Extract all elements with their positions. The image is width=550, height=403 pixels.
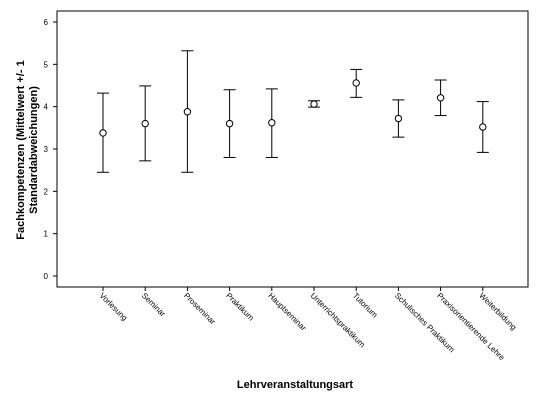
y-tick-label-1: 1 (44, 230, 49, 239)
plot-frame (56, 10, 529, 288)
x-axis: Vorlesung Seminar Proseminar Praktikum Haupt… (98, 287, 518, 363)
error-bars (97, 50, 489, 173)
y-tick-label-6: 6 (44, 18, 49, 27)
mean-marker (225, 119, 234, 128)
x-category-label: Tutorium (351, 291, 380, 320)
mean-marker (99, 129, 107, 137)
y-axis-title-line2: Standardabweichungen) (28, 86, 40, 214)
x-category-label: Hauptseminar (266, 291, 308, 333)
y-axis: 0 1 2 3 4 5 6 (44, 18, 57, 281)
mean-marker (352, 79, 360, 87)
x-axis-title: Lehrveranstaltungsart (237, 379, 353, 391)
y-tick-label-3: 3 (44, 145, 49, 154)
y-tick-label-4: 4 (44, 103, 49, 112)
mean-marker (479, 123, 487, 131)
x-category-label: Seminar (140, 291, 168, 319)
x-category-label: Proseminar (182, 291, 218, 327)
y-tick-label-0: 0 (44, 272, 49, 281)
x-category-label: Vorlesung (98, 291, 130, 323)
y-axis-title-line1: Fachkompetenzen (Mittelwert +/- 1 (15, 60, 27, 239)
mean-marker (268, 119, 276, 127)
y-tick-label-2: 2 (44, 187, 49, 196)
y-tick-label-5: 5 (44, 60, 49, 69)
mean-marker (310, 100, 318, 108)
mean-marker (141, 119, 149, 128)
mean-marker (183, 108, 192, 116)
plot-border (56, 10, 529, 288)
mean-marker (436, 94, 445, 102)
mean-marker (394, 114, 403, 123)
x-category-label: Weiterbildung (477, 291, 518, 332)
x-category-label: Praxisorientierende Lehre (435, 291, 507, 363)
x-category-label: Praktikum (224, 291, 256, 323)
